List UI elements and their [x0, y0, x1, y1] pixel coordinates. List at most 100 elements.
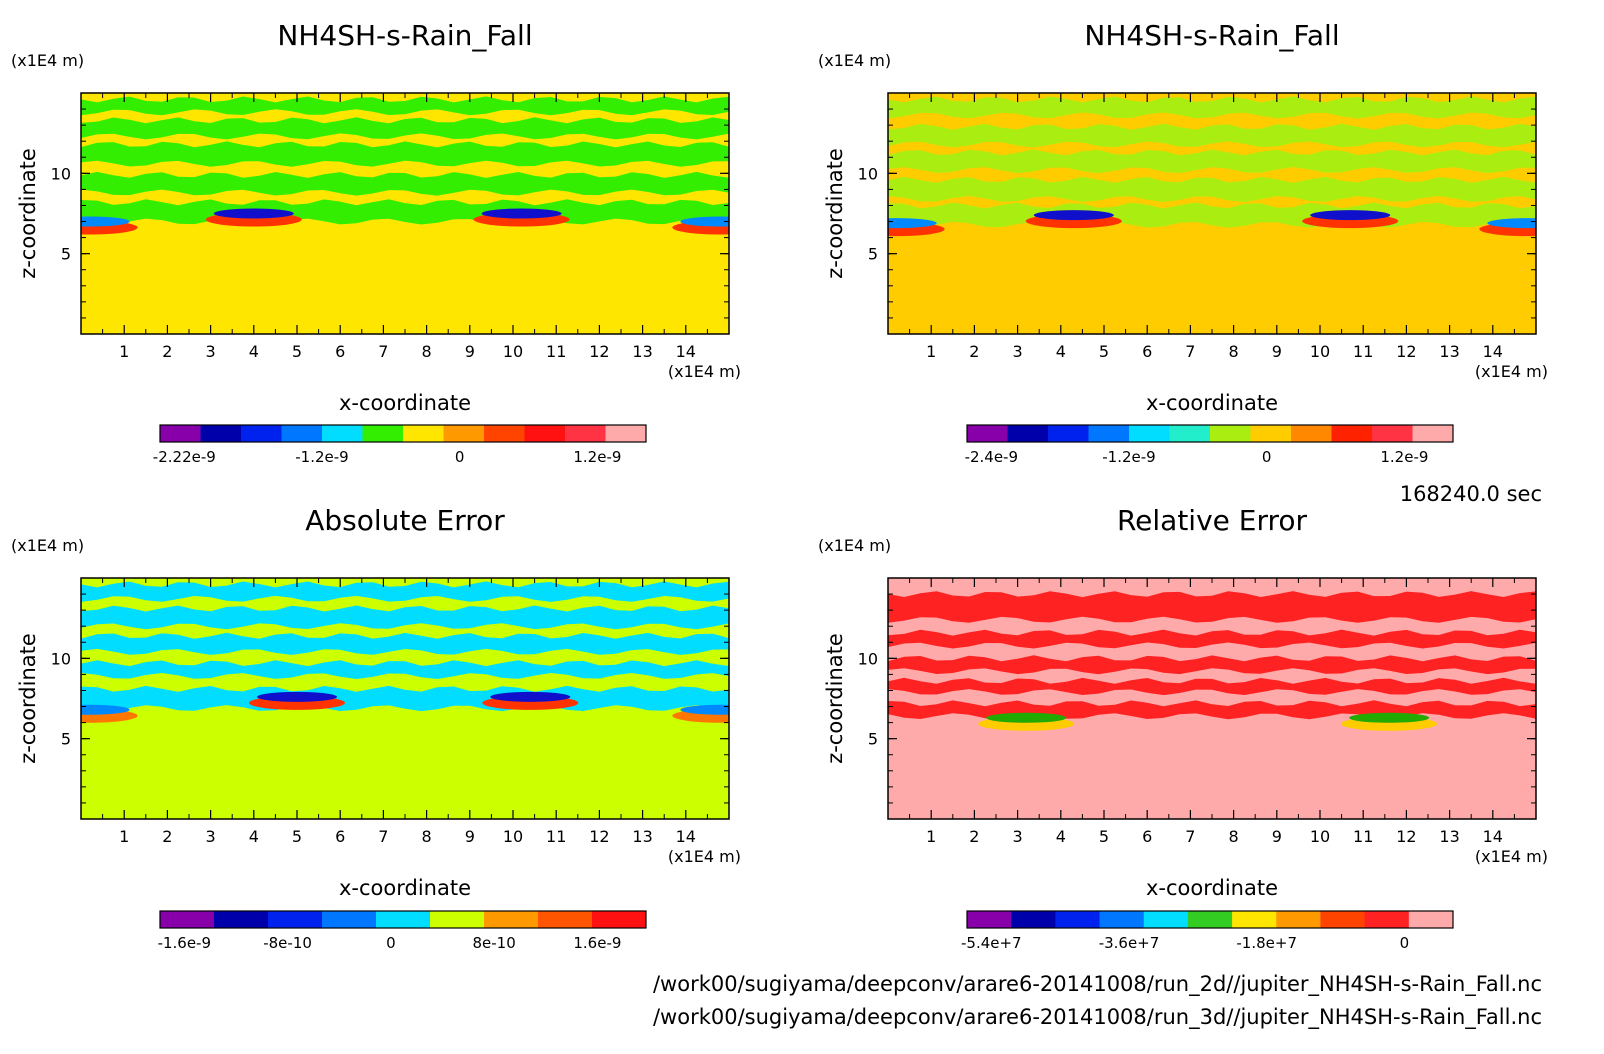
y-tick-label: 10: [858, 164, 878, 183]
file-path-run-2d: /work00/sugiyama/deepconv/arare6-2014100…: [652, 972, 1542, 996]
x-tick-label: 14: [1483, 827, 1503, 846]
colorbar-segment: [241, 425, 282, 442]
colorbar: -1.6e-9 -8e-10 0 8e-10 1.6e-9: [158, 910, 647, 952]
contour-band: [81, 660, 729, 679]
x-unit-label: (x1E4 m): [1475, 362, 1548, 381]
panel-2: NH4SH-s-Rain_Fall(x1E4 m)(x1E4 m)1 2 3 4 5 6 7…: [818, 19, 1548, 466]
y-tick-label: 5: [61, 245, 71, 264]
x-tick-label: 2: [969, 827, 979, 846]
x-tick-label: 11: [546, 827, 566, 846]
x-tick-label: 5: [292, 342, 302, 361]
colorbar-label: -1.2e-9: [295, 448, 348, 466]
y-unit-label: (x1E4 m): [11, 536, 84, 555]
y-tick-label: 10: [51, 649, 71, 668]
feature-core: [490, 691, 571, 702]
x-tick-label: 13: [1439, 827, 1459, 846]
y-tick-label: 10: [51, 164, 71, 183]
feature-core: [213, 208, 294, 219]
colorbar-segment: [268, 911, 323, 928]
x-tick-label: 11: [1353, 342, 1373, 361]
colorbar-segment: [1169, 425, 1211, 442]
colorbar-segment: [592, 911, 647, 928]
y-axis-label: z-coordinate: [823, 633, 847, 764]
x-tick-label: 14: [676, 342, 696, 361]
colorbar-segment: [322, 911, 377, 928]
x-unit-label: (x1E4 m): [668, 847, 741, 866]
feature-core: [81, 704, 130, 715]
x-tick-label: 13: [1439, 342, 1459, 361]
x-tick-label: 2: [162, 827, 172, 846]
contour-field: [888, 578, 1536, 819]
x-tick-label: 7: [1185, 342, 1195, 361]
y-tick-label: 10: [858, 649, 878, 668]
contour-band: [888, 629, 1536, 649]
x-tick-label: 6: [1142, 342, 1152, 361]
x-tick-label: 5: [292, 827, 302, 846]
colorbar: -2.22e-9 -1.2e-9 0 1.2e-9: [153, 424, 647, 466]
colorbar-label: 0: [1400, 934, 1410, 952]
x-tick-label: 5: [1099, 827, 1109, 846]
colorbar-label: 0: [386, 934, 396, 952]
colorbar-label: -1.2e-9: [1102, 448, 1155, 466]
contour-band: [81, 117, 729, 140]
x-tick-label: 10: [503, 342, 523, 361]
colorbar-label: -3.6e+7: [1099, 934, 1160, 952]
colorbar-segment: [1048, 425, 1089, 442]
plot-title: Relative Error: [1117, 504, 1308, 537]
colorbar-segment: [160, 425, 201, 442]
colorbar-segment: [1364, 911, 1410, 928]
feature-core: [1349, 712, 1430, 723]
colorbar-label: 1.2e-9: [1380, 448, 1428, 466]
colorbar-segment: [538, 911, 593, 928]
x-tick-label: 9: [1272, 342, 1282, 361]
x-tick-label: 14: [676, 827, 696, 846]
x-tick-label: 8: [1229, 827, 1239, 846]
x-tick-label: 3: [1013, 342, 1023, 361]
colorbar-segment: [1276, 911, 1321, 928]
y-tick-label: 5: [868, 245, 878, 264]
colorbar-segment: [1210, 425, 1251, 442]
colorbar-label: 8e-10: [472, 934, 515, 952]
colorbar-label: -8e-10: [263, 934, 312, 952]
feature-core: [986, 712, 1067, 723]
colorbar-label: -2.4e-9: [965, 448, 1018, 466]
colorbar-segment: [1007, 425, 1049, 442]
x-tick-label: 3: [206, 342, 216, 361]
x-axis-label: x-coordinate: [1146, 391, 1278, 415]
x-tick-label: 9: [1272, 827, 1282, 846]
panel-3: Absolute Error(x1E4 m)(x1E4 m)1 2 3 4 5 6 7 8 9 1…: [11, 504, 741, 952]
colorbar-segment: [1232, 911, 1277, 928]
colorbar-segment: [160, 911, 215, 928]
x-tick-label: 1: [926, 342, 936, 361]
colorbar-frame: [159, 910, 647, 929]
feature-core: [481, 208, 562, 219]
x-tick-label: 4: [1056, 827, 1066, 846]
x-tick-label: 13: [632, 342, 652, 361]
colorbar-label: -5.4e+7: [961, 934, 1022, 952]
x-axis-label: x-coordinate: [339, 391, 471, 415]
contour-band: [888, 123, 1536, 148]
colorbar-segment: [322, 425, 363, 442]
colorbar-label: 1.2e-9: [573, 448, 621, 466]
x-unit-label: (x1E4 m): [668, 362, 741, 381]
y-unit-label: (x1E4 m): [11, 51, 84, 70]
colorbar-segment: [443, 425, 485, 442]
x-tick-label: 6: [335, 342, 345, 361]
contour-band: [81, 632, 729, 655]
colorbar-segment: [967, 911, 1012, 928]
file-path-run-3d: /work00/sugiyama/deepconv/arare6-2014100…: [652, 1005, 1542, 1029]
x-tick-label: 14: [1483, 342, 1503, 361]
y-tick-label: 5: [61, 730, 71, 749]
colorbar-segment: [484, 911, 539, 928]
colorbar-segment: [1408, 911, 1454, 928]
y-axis-label: z-coordinate: [16, 148, 40, 279]
colorbar-segment: [1129, 425, 1170, 442]
colorbar-segment: [214, 911, 269, 928]
x-tick-label: 1: [119, 342, 129, 361]
contour-band: [888, 149, 1536, 174]
colorbar-segment: [1250, 425, 1292, 442]
x-tick-label: 8: [422, 827, 432, 846]
x-tick-label: 7: [378, 342, 388, 361]
feature-core: [1310, 210, 1391, 221]
